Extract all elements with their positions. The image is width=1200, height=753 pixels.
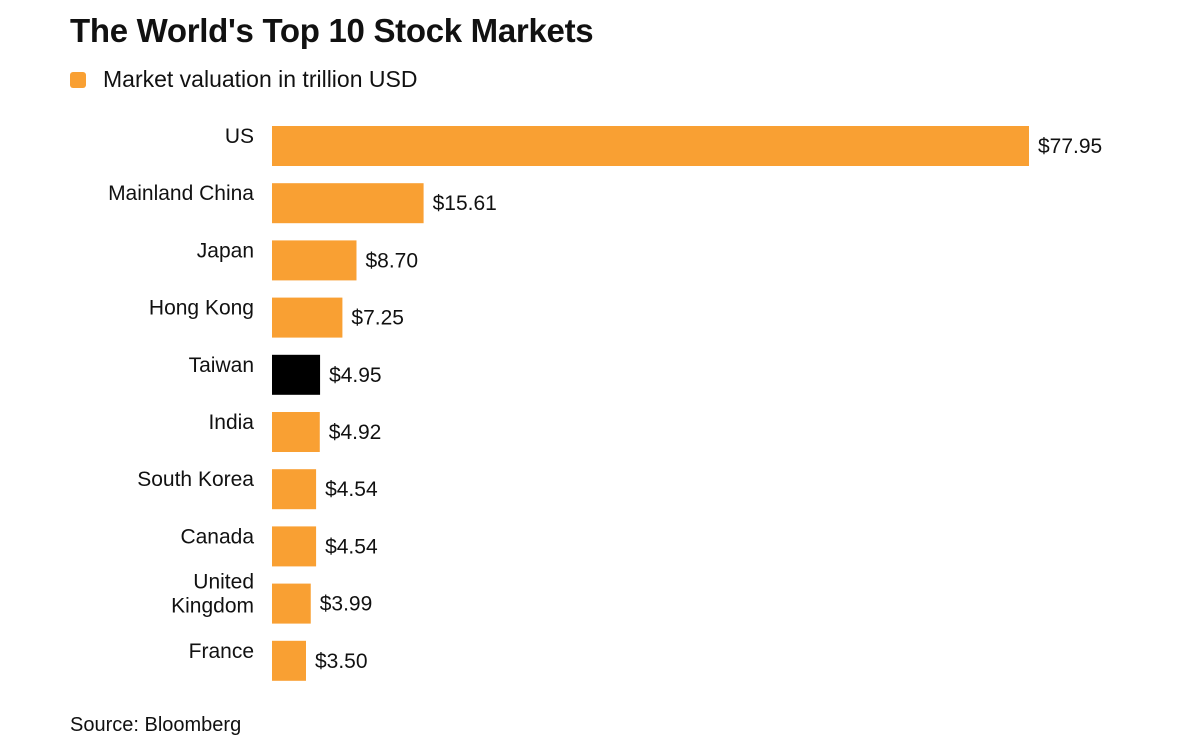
value-label-south-korea: $4.54: [325, 478, 378, 501]
category-label-us: US: [225, 125, 254, 148]
value-label-taiwan: $4.95: [329, 364, 382, 387]
category-label-mainland-china: Mainland China: [108, 182, 254, 205]
category-label-south-korea: South Korea: [137, 468, 254, 491]
legend-label: Market valuation in trillion USD: [103, 66, 418, 92]
bar-japan: [272, 240, 357, 281]
bar-mainland-china: [272, 183, 424, 224]
bar-hong-kong: [272, 297, 343, 338]
bar-us: [272, 126, 1029, 166]
value-label-hong-kong: $7.25: [351, 307, 404, 330]
value-label-france: $3.50: [315, 650, 368, 673]
bar-united-kingdom: [272, 583, 311, 624]
category-label-canada: Canada: [180, 525, 254, 548]
legend-swatch: [70, 71, 86, 88]
category-label-hong-kong: Hong Kong: [149, 297, 254, 320]
category-label-united-kingdom: United Kingdom: [171, 571, 254, 618]
bar-india: [272, 412, 320, 452]
value-label-india: $4.92: [329, 421, 382, 444]
legend: Market valuation in trillion USD: [70, 66, 417, 93]
value-label-canada: $4.54: [325, 535, 378, 558]
value-label-us: $77.95: [1038, 135, 1102, 158]
value-label-mainland-china: $15.61: [433, 192, 497, 215]
category-label-japan: Japan: [197, 239, 254, 262]
category-label-taiwan: Taiwan: [189, 354, 254, 377]
value-label-united-kingdom: $3.99: [320, 593, 373, 616]
bar-canada: [272, 526, 317, 567]
bar-south-korea: [272, 469, 317, 510]
chart-title: The World's Top 10 Stock Markets: [70, 12, 594, 49]
bar-france: [272, 640, 306, 681]
bar-taiwan: [272, 354, 321, 395]
source-note: Source: Bloomberg: [70, 714, 242, 736]
category-label-india: India: [208, 411, 254, 434]
category-label-france: France: [189, 640, 254, 663]
value-label-japan: $8.70: [365, 249, 418, 272]
